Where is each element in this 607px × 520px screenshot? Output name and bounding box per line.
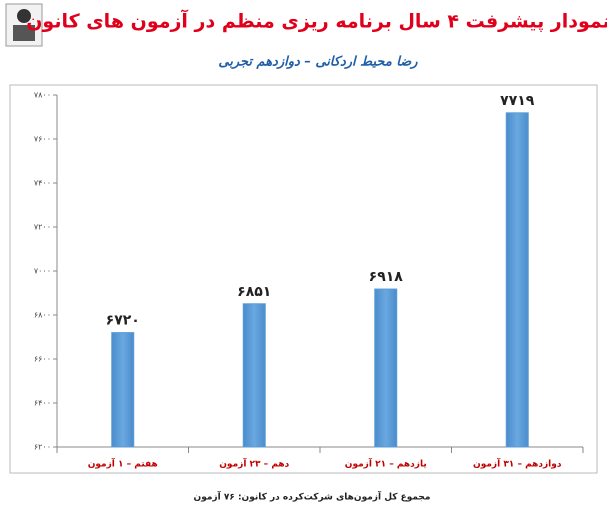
data-label: ۷۷۱۹	[500, 93, 535, 109]
bar	[111, 332, 135, 448]
chart-title: نمودار پیشرفت ۴ سال برنامه ریزی منظم در …	[26, 9, 607, 33]
chart-frame	[9, 84, 598, 474]
y-tick-label: ۷۸۰۰	[34, 91, 51, 100]
x-tick-label: هفتم – ۱ آزمون	[88, 458, 158, 470]
y-tick-label: ۷۲۰۰	[34, 223, 51, 232]
x-tick-label: دوازدهم – ۳۱ آزمون	[473, 458, 562, 470]
x-tick-label: یازدهم – ۲۱ آزمون	[345, 458, 427, 470]
data-label: ۶۸۵۱	[237, 284, 271, 300]
y-tick-label: ۷۶۰۰	[34, 135, 51, 144]
logo	[5, 3, 43, 47]
data-label: ۶۷۲۰	[106, 313, 140, 329]
bar	[374, 288, 398, 448]
y-tick-label: ۶۶۰۰	[34, 355, 51, 364]
y-tick-label: ۷۰۰۰	[34, 267, 51, 276]
y-tick-label: ۶۸۰۰	[34, 311, 51, 320]
chart-subtitle: رضا محیط اردکانی – دوازدهم تجربی	[218, 55, 418, 70]
x-tick-label: دهم – ۲۳ آزمون	[219, 458, 289, 470]
y-tick-label: ۶۴۰۰	[34, 399, 51, 408]
y-tick-label: ۶۲۰۰	[34, 443, 51, 452]
data-label: ۶۹۱۸	[369, 269, 404, 285]
y-tick-label: ۷۴۰۰	[34, 179, 51, 188]
bar	[505, 112, 529, 448]
footnote: مجموع کل آزمون‌های شرکت‌کرده در کانون: ۷…	[194, 491, 431, 503]
bar	[242, 303, 266, 448]
